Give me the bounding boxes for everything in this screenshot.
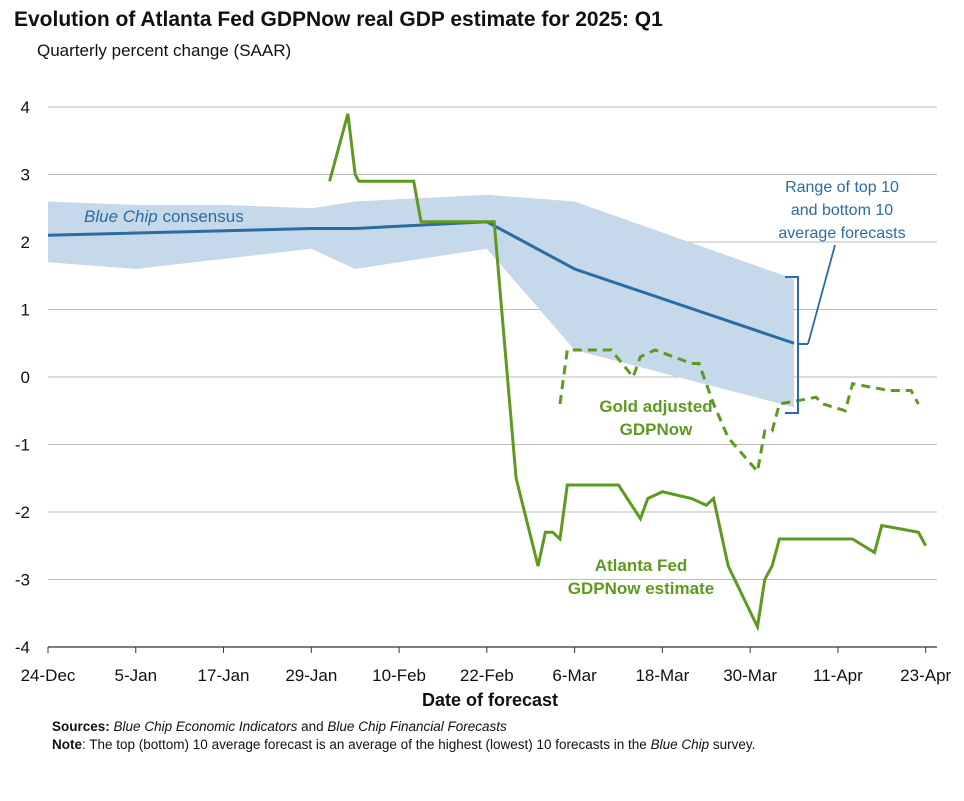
range-band bbox=[48, 194, 795, 408]
band-label-line1: Range of top 10 bbox=[785, 179, 899, 196]
sources-part1: Blue Chip Economic Indicators bbox=[113, 719, 298, 734]
x-tick-label: 5-Jan bbox=[115, 666, 158, 685]
x-tick-label: 6-Mar bbox=[552, 666, 597, 685]
gdpnow-label-line1: Atlanta Fed bbox=[595, 556, 688, 575]
series-line-gold-adjusted-gdpnow bbox=[558, 348, 920, 475]
consensus-label-italic: Blue Chip bbox=[84, 207, 158, 226]
x-tick-label: 29-Jan bbox=[285, 666, 337, 685]
x-tick-label: 22-Feb bbox=[460, 666, 514, 685]
gold-label-line1: Gold adjusted bbox=[599, 397, 712, 416]
band-layer bbox=[48, 194, 795, 408]
y-tick-label: 3 bbox=[21, 166, 30, 185]
annotation-layer: Range of top 10 and bottom 10 average fo… bbox=[84, 179, 906, 598]
note-text-2: survey. bbox=[709, 737, 756, 752]
x-tick-label: 17-Jan bbox=[198, 666, 250, 685]
y-tick-label: 2 bbox=[21, 233, 30, 252]
y-tick-label: -2 bbox=[15, 503, 30, 522]
x-axis-label: Date of forecast bbox=[422, 690, 558, 710]
gold-label-line2: GDPNow bbox=[620, 420, 694, 439]
y-tick-label: 4 bbox=[21, 98, 30, 117]
range-callout-line bbox=[807, 244, 836, 345]
axis-layer: 4 3 2 1 0 -1 -2 -3 -4 24-Dec 5-Jan 17-Jan 29-Jan 10-F… bbox=[15, 98, 952, 710]
note-footnote: Note: The top (bottom) 10 average foreca… bbox=[52, 736, 932, 753]
note-label: Note bbox=[52, 737, 82, 752]
x-tick-label: 23-Apr bbox=[900, 666, 951, 685]
chart-title: Evolution of Atlanta Fed GDPNow real GDP… bbox=[14, 8, 663, 31]
gdpnow-label-line2: GDPNow estimate bbox=[568, 579, 714, 598]
x-tick-label: 11-Apr bbox=[813, 666, 863, 685]
note-italic: Blue Chip bbox=[650, 737, 710, 752]
sources-part2: Blue Chip Financial Forecasts bbox=[327, 719, 507, 734]
sources-and: and bbox=[297, 719, 328, 734]
sources-footnote: Sources: Blue Chip Economic Indicators a… bbox=[52, 718, 507, 735]
sources-label: Sources: bbox=[52, 719, 110, 734]
x-tick-label: 24-Dec bbox=[21, 666, 76, 685]
consensus-label: Blue Chip consensus bbox=[84, 207, 244, 226]
x-tick-label: 30-Mar bbox=[723, 666, 777, 685]
y-tick-label: 0 bbox=[21, 368, 30, 387]
y-tick-label: 1 bbox=[21, 301, 30, 320]
consensus-label-rest: consensus bbox=[158, 207, 244, 226]
chart-subtitle: Quarterly percent change (SAAR) bbox=[37, 41, 292, 60]
note-text-1: : The top (bottom) 10 average forecast i… bbox=[82, 737, 651, 752]
band-label-line2: and bottom 10 bbox=[791, 202, 893, 219]
series-line-blue-chip-consensus bbox=[47, 220, 795, 345]
x-tick-label: 10-Feb bbox=[372, 666, 426, 685]
band-label-line3: average forecasts bbox=[778, 225, 905, 242]
series-line-atlanta-fed-gdpnow-estimate bbox=[328, 113, 928, 632]
y-tick-label: -4 bbox=[15, 638, 30, 657]
series-layer bbox=[47, 113, 928, 632]
range-bracket bbox=[785, 276, 808, 414]
x-tick-label: 18-Mar bbox=[635, 666, 689, 685]
y-tick-label: -1 bbox=[15, 436, 30, 455]
y-tick-label: -3 bbox=[15, 571, 30, 590]
